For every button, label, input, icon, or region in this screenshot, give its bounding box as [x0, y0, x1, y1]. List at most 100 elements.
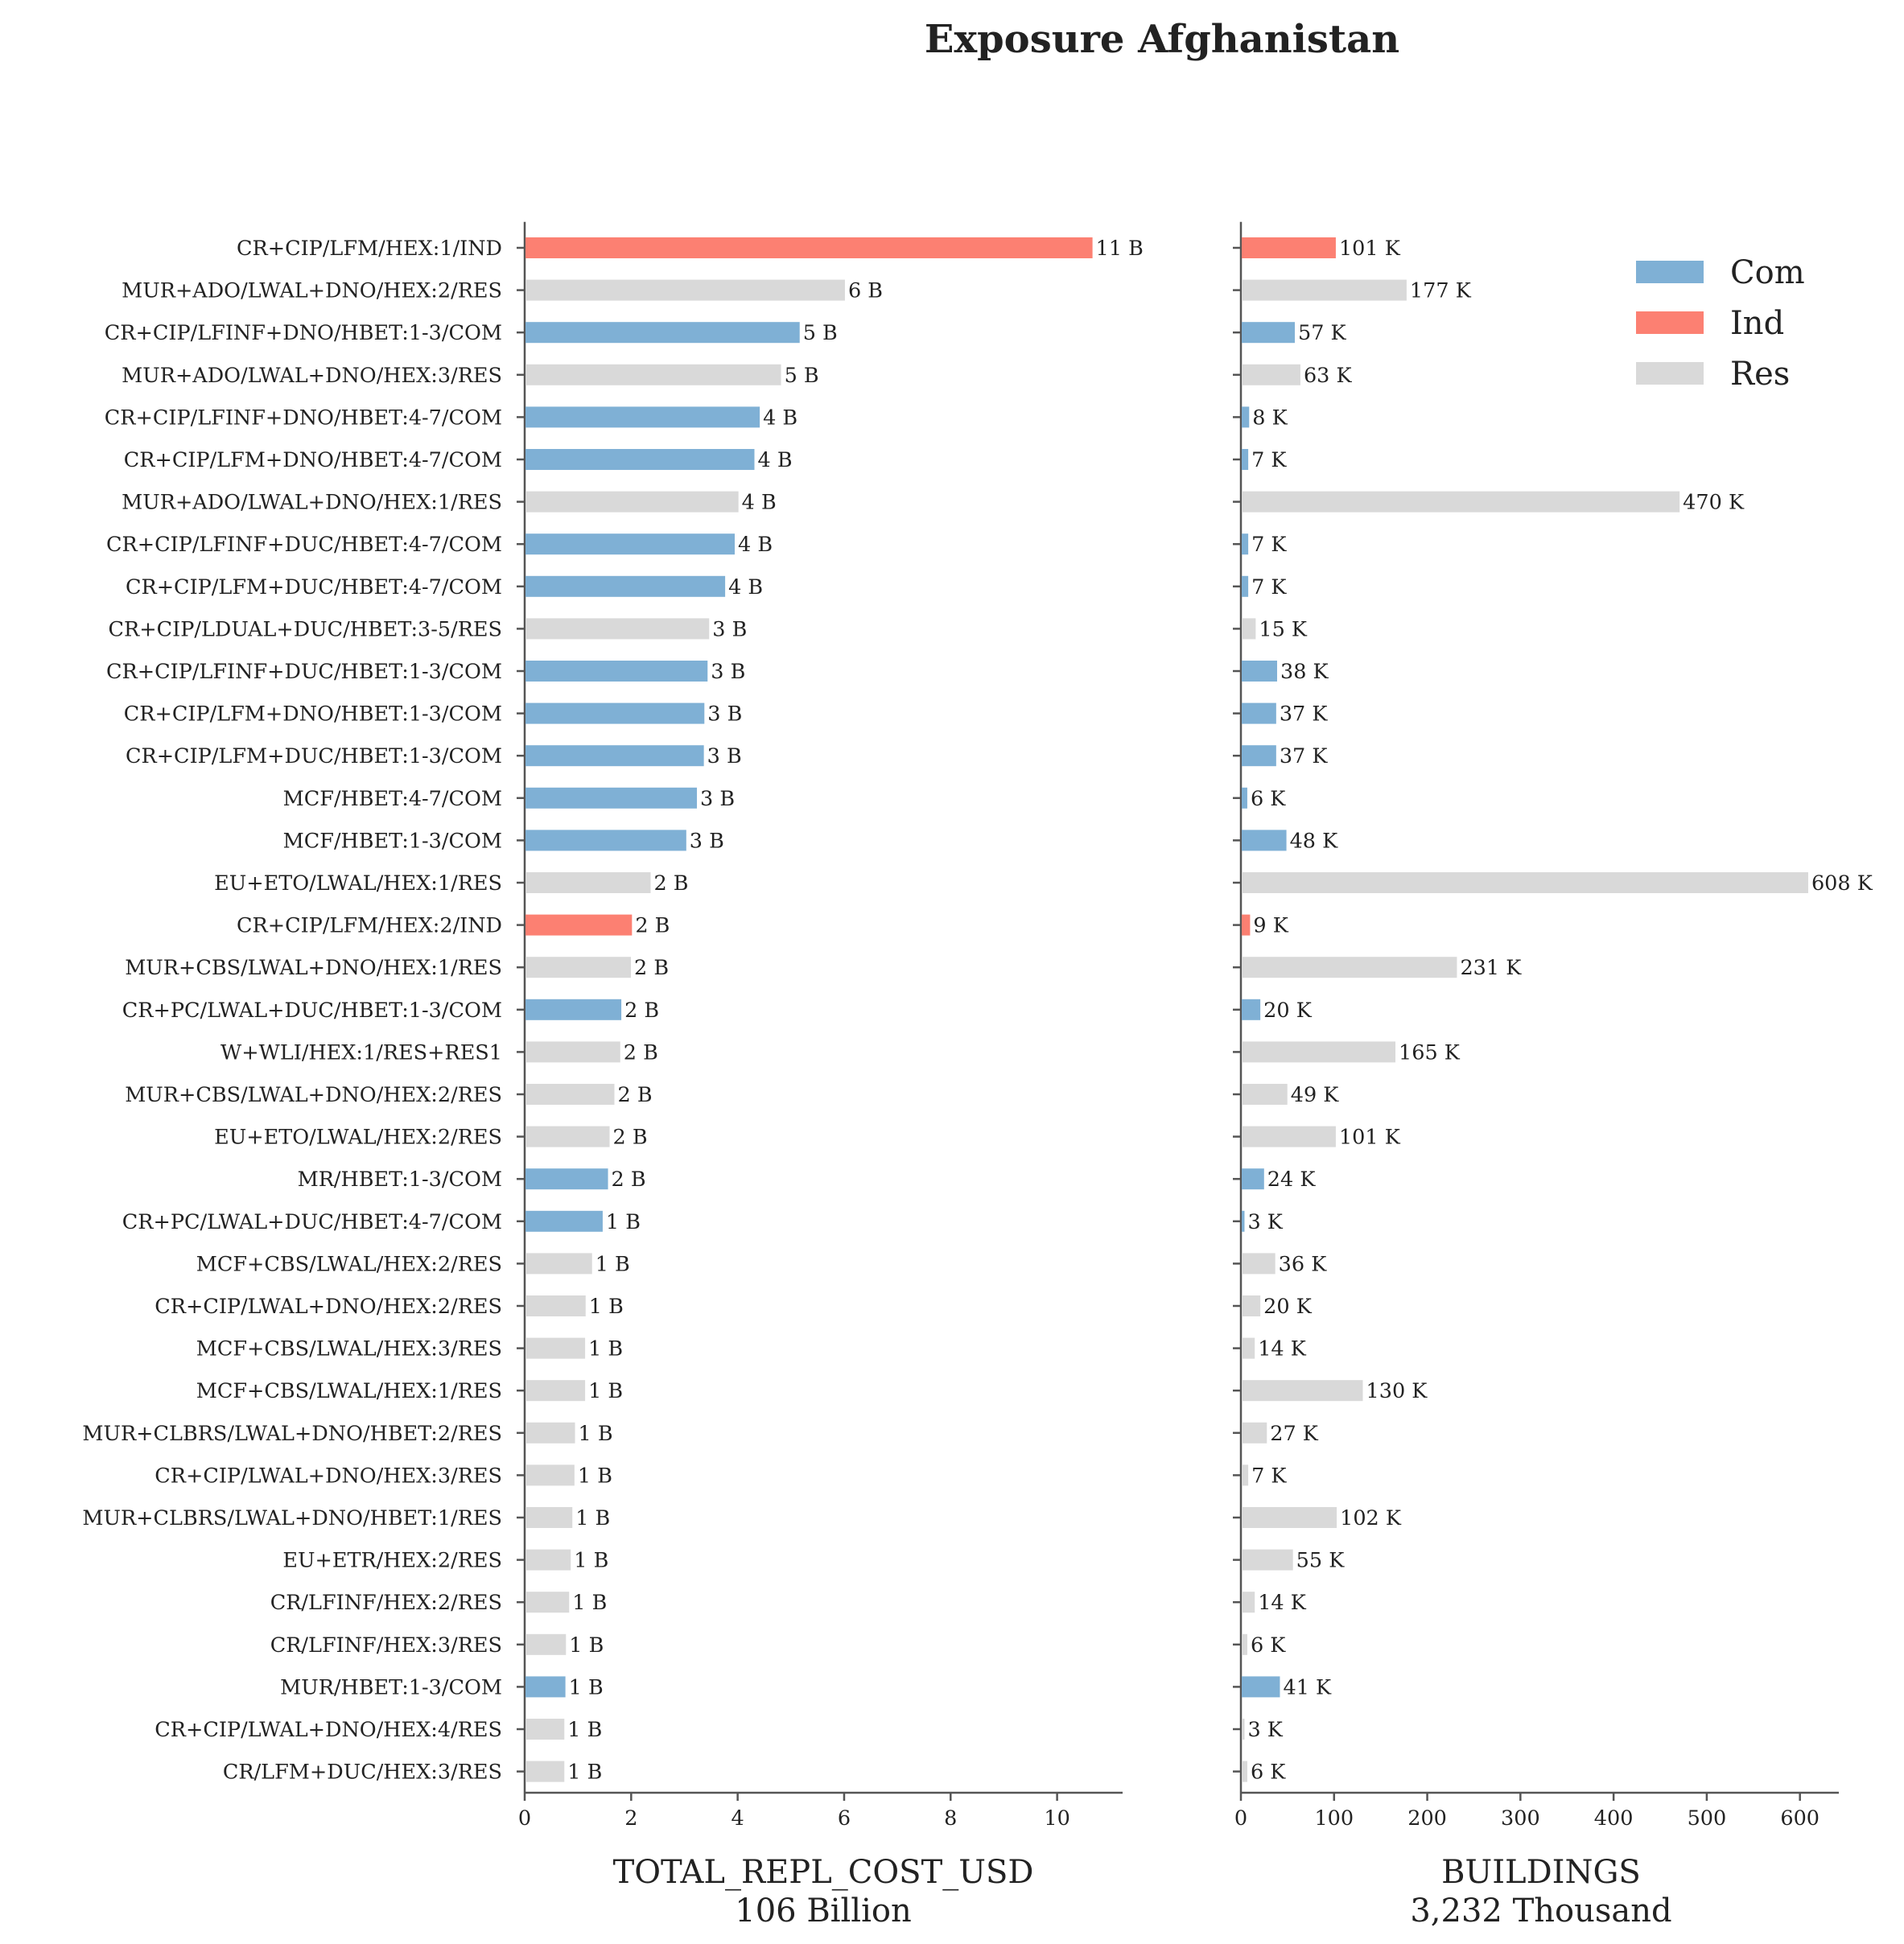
cost-value-label: 2 B	[635, 914, 670, 938]
category-label: MCF+CBS/LWAL/HEX:1/RES	[196, 1379, 502, 1403]
category-label: MUR/HBET:1-3/COM	[280, 1675, 502, 1699]
buildings-value-label: 7 K	[1251, 1464, 1287, 1488]
category-label: MCF+CBS/LWAL/HEX:3/RES	[196, 1337, 502, 1361]
cost-bar	[525, 1633, 567, 1655]
cost-bar	[525, 1422, 575, 1444]
cost-value-label: 1 B	[578, 1464, 612, 1488]
buildings-x-tick-label: 600	[1780, 1806, 1820, 1831]
cost-value-label: 1 B	[596, 1252, 630, 1276]
category-label: MR/HBET:1-3/COM	[298, 1168, 502, 1192]
buildings-value-label: 7 K	[1251, 448, 1287, 472]
category-label: CR+CIP/LFINF+DNO/HBET:4-7/COM	[105, 406, 502, 430]
buildings-bar	[1242, 1253, 1276, 1275]
legend-label-res: Res	[1730, 356, 1790, 393]
buildings-value-label: 8 K	[1252, 406, 1288, 430]
buildings-panel: 0 100 200 300 400 500 600 101 K 177 K 57 K 63 K 8 K…	[1233, 221, 1873, 1831]
category-label: CR+PC/LWAL+DUC/HBET:4-7/COM	[122, 1210, 502, 1234]
cost-value-label: 1 B	[569, 1675, 604, 1699]
buildings-value-label: 14 K	[1258, 1337, 1307, 1361]
buildings-value-label: 20 K	[1263, 1295, 1313, 1319]
buildings-value-label: 36 K	[1279, 1252, 1328, 1276]
cost-value-label: 1 B	[589, 1295, 624, 1319]
legend-label-ind: Ind	[1730, 305, 1784, 342]
cost-bar	[525, 1210, 603, 1232]
buildings-value-label: 20 K	[1263, 999, 1313, 1023]
legend-swatch-res	[1636, 362, 1704, 385]
buildings-bar	[1242, 1719, 1245, 1740]
buildings-axis-title: BUILDINGS	[1441, 1854, 1641, 1891]
buildings-bar	[1242, 1168, 1264, 1190]
cost-bar	[525, 533, 736, 555]
buildings-bar	[1242, 1592, 1255, 1613]
buildings-value-label: 7 K	[1251, 533, 1287, 557]
cost-value-label: 2 B	[624, 1040, 658, 1065]
cost-value-label: 1 B	[567, 1761, 602, 1785]
buildings-value-label: 37 K	[1280, 744, 1329, 768]
buildings-bar	[1242, 1210, 1245, 1232]
buildings-bar	[1242, 449, 1249, 470]
cost-bar	[525, 745, 704, 767]
buildings-axis-total: 3,232 Thousand	[1410, 1893, 1671, 1930]
buildings-bar	[1242, 322, 1295, 344]
buildings-bar	[1242, 1380, 1363, 1402]
category-label: CR+CIP/LWAL+DNO/HEX:4/RES	[155, 1718, 502, 1742]
category-label: CR+CIP/LFM+DNO/HBET:4-7/COM	[124, 448, 502, 472]
cost-x-tick-label: 8	[944, 1806, 957, 1831]
buildings-value-label: 608 K	[1811, 871, 1873, 896]
buildings-x-tick-label: 200	[1407, 1806, 1447, 1831]
buildings-x-tick-label: 300	[1501, 1806, 1540, 1831]
cost-bar	[525, 1549, 571, 1571]
cost-axis-title: TOTAL_REPL_COST_USD	[613, 1854, 1034, 1891]
legend-label-com: Com	[1730, 254, 1805, 291]
cost-value-label: 4 B	[763, 406, 797, 430]
cost-bar	[525, 449, 755, 470]
buildings-x-tick-label: 100	[1314, 1806, 1354, 1831]
cost-value-label: 3 B	[711, 660, 745, 684]
buildings-bar	[1242, 914, 1251, 936]
buildings-bar	[1242, 491, 1680, 513]
buildings-bar	[1242, 364, 1300, 385]
cost-bar	[525, 1253, 592, 1275]
cost-value-label: 2 B	[634, 956, 669, 980]
category-label: MUR+CBS/LWAL+DNO/HEX:1/RES	[125, 956, 502, 980]
category-label: CR+CIP/LWAL+DNO/HEX:2/RES	[155, 1295, 502, 1319]
buildings-value-label: 57 K	[1298, 321, 1347, 345]
buildings-bar	[1242, 1761, 1247, 1782]
cost-x-tick-label: 6	[838, 1806, 851, 1831]
buildings-value-label: 49 K	[1291, 1083, 1340, 1107]
buildings-bar	[1242, 1676, 1280, 1698]
chart-title: Exposure Afghanistan	[925, 17, 1399, 62]
buildings-value-label: 38 K	[1280, 660, 1329, 684]
category-label: MUR+ADO/LWAL+DNO/HEX:3/RES	[122, 364, 502, 388]
buildings-value-label: 27 K	[1270, 1422, 1319, 1446]
cost-bar	[525, 1126, 610, 1147]
cost-x-tick-label: 0	[518, 1806, 531, 1831]
buildings-bar	[1242, 661, 1277, 682]
cost-value-label: 4 B	[728, 575, 763, 599]
buildings-value-label: 102 K	[1340, 1506, 1402, 1530]
cost-bar	[525, 787, 698, 809]
buildings-value-label: 470 K	[1683, 491, 1745, 515]
buildings-bar	[1242, 830, 1287, 851]
buildings-value-label: 3 K	[1247, 1210, 1283, 1234]
buildings-value-label: 165 K	[1399, 1040, 1461, 1065]
cost-bar	[525, 575, 726, 597]
buildings-bar	[1242, 1337, 1255, 1359]
buildings-bar	[1242, 1549, 1293, 1571]
category-label: CR+CIP/LFINF+DUC/HBET:1-3/COM	[106, 660, 502, 684]
category-label: CR+CIP/LFM/HEX:1/IND	[237, 237, 502, 261]
cost-value-label: 3 B	[700, 787, 735, 811]
buildings-value-label: 9 K	[1253, 914, 1288, 938]
buildings-value-label: 63 K	[1304, 364, 1353, 388]
cost-value-label: 2 B	[624, 999, 659, 1023]
cost-bar	[525, 914, 633, 936]
cost-value-label: 5 B	[785, 364, 819, 388]
buildings-bar	[1242, 1295, 1261, 1316]
category-label: EU+ETO/LWAL/HEX:2/RES	[214, 1126, 502, 1150]
cost-value-label: 1 B	[567, 1718, 602, 1742]
cost-bar	[525, 1592, 570, 1613]
buildings-value-label: 14 K	[1258, 1591, 1307, 1615]
cost-bar	[525, 830, 686, 851]
buildings-value-label: 3 K	[1247, 1718, 1283, 1742]
